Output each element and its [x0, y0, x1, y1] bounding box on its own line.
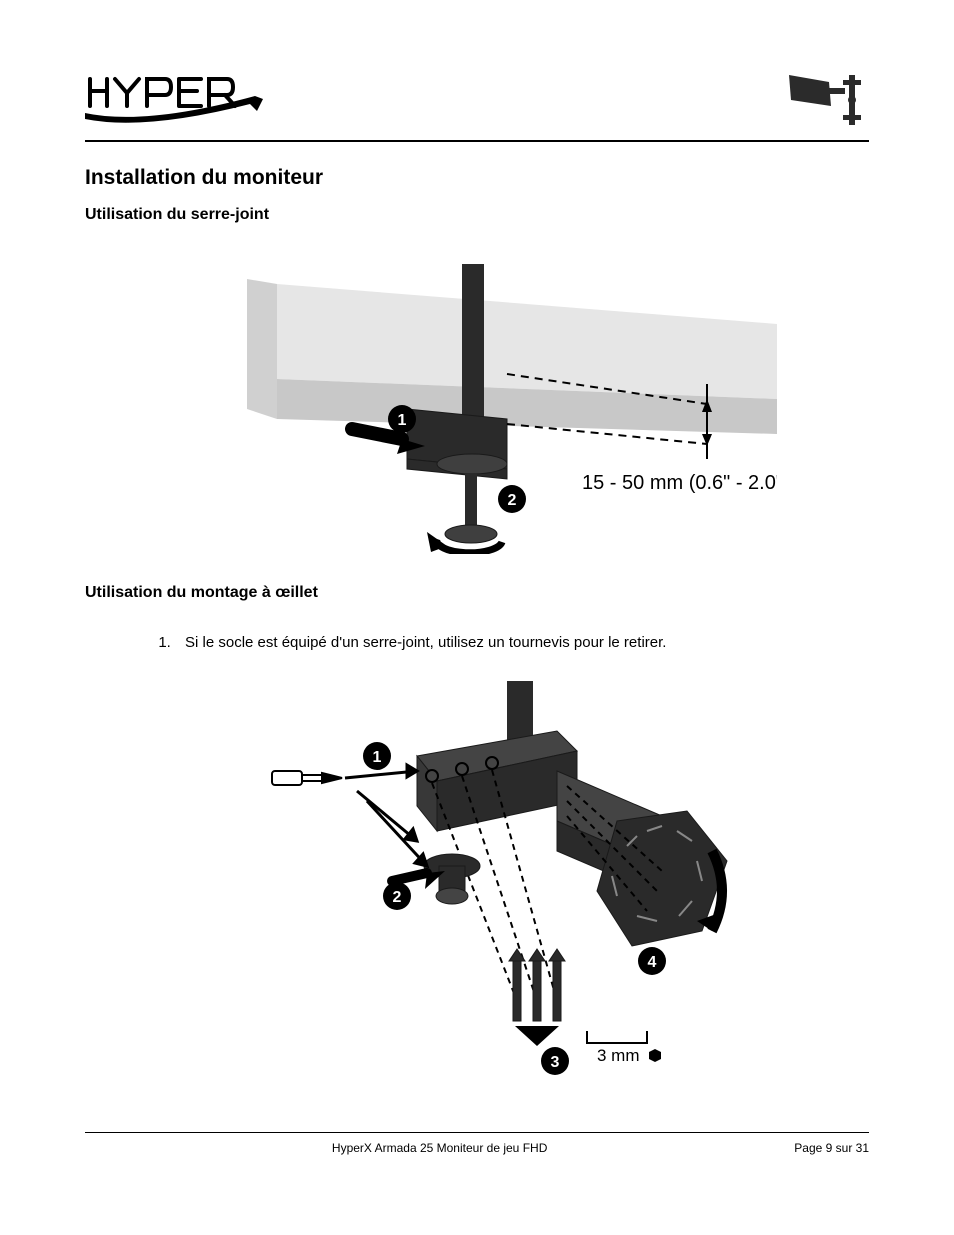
clamp-figure: 1 2 15 - 50 mm (0.6" - 2.0"): [85, 264, 869, 554]
grommet-badge-4: 4: [648, 954, 657, 971]
clamp-heading: Utilisation du serre-joint: [85, 206, 869, 224]
grommet-heading: Utilisation du montage à œillet: [85, 584, 869, 602]
grommet-figure: 3 mm 1 2 3 4: [85, 681, 869, 1101]
footer-product: HyperX Armada 25 Moniteur de jeu FHD: [85, 1141, 794, 1155]
page-title: Installation du moniteur: [85, 166, 869, 190]
grommet-step-1: Si le socle est équipé d'un serre-joint,…: [175, 634, 869, 651]
monitor-arm-icon: [779, 70, 869, 130]
grommet-badge-3: 3: [551, 1054, 560, 1071]
clamp-badge-2: 2: [508, 492, 517, 509]
grommet-badge-1: 1: [373, 749, 382, 766]
clamp-dimension-label: 15 - 50 mm (0.6" - 2.0"): [582, 472, 777, 494]
hex-size-label: 3 mm: [597, 1046, 640, 1065]
page-header: [85, 70, 869, 142]
grommet-steps: Si le socle est équipé d'un serre-joint,…: [175, 634, 869, 651]
grommet-badge-2: 2: [393, 889, 402, 906]
page-footer: HyperX Armada 25 Moniteur de jeu FHD Pag…: [85, 1132, 869, 1155]
clamp-badge-1: 1: [398, 412, 407, 429]
footer-page: Page 9 sur 31: [794, 1141, 869, 1155]
brand-logo-icon: [85, 71, 265, 129]
